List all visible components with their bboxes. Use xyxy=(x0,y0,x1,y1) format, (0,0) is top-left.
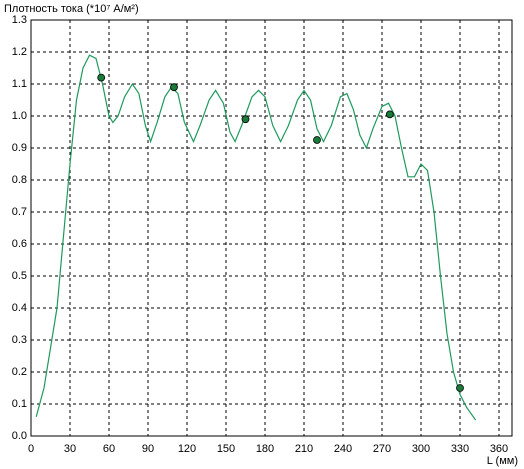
y-tick-label: 0.1 xyxy=(12,398,27,410)
point xyxy=(170,83,178,92)
point xyxy=(313,136,321,144)
y-tick-label: 1.1 xyxy=(12,78,27,90)
chart-title: Плотность тока (*10⁷ А/м²) xyxy=(4,3,139,15)
y-tick-label: 0.4 xyxy=(12,302,27,314)
x-tick-label: 330 xyxy=(451,443,469,455)
x-tick-label: 0 xyxy=(28,443,34,455)
x-tick-label: 60 xyxy=(103,443,115,455)
y-tick-label: 0.9 xyxy=(12,142,27,154)
plot-frame xyxy=(30,19,513,437)
y-tick-label: 1.2 xyxy=(12,46,27,58)
x-tick-label: 210 xyxy=(295,443,313,455)
x-tick-label: 300 xyxy=(412,443,430,455)
x-tick-label: 360 xyxy=(490,443,508,455)
y-tick-label: 0.2 xyxy=(12,366,27,378)
y-tick-label: 0.7 xyxy=(12,206,27,218)
point xyxy=(385,110,394,119)
y-tick-label: 1.0 xyxy=(12,110,27,122)
point xyxy=(97,73,106,82)
x-tick-label: 150 xyxy=(217,443,235,455)
x-tick-label: 240 xyxy=(334,443,352,455)
y-tick-label: 0.0 xyxy=(12,430,27,442)
x-axis-label: L (мм) xyxy=(487,455,518,467)
x-tick-label: 30 xyxy=(64,443,76,455)
y-tick-label: 0.5 xyxy=(12,270,27,282)
point xyxy=(456,384,464,392)
y-tick-label: 0.8 xyxy=(12,174,27,186)
line xyxy=(35,54,477,421)
x-tick-label: 270 xyxy=(373,443,391,455)
x-tick-label: 90 xyxy=(142,443,154,455)
point xyxy=(241,115,250,124)
y-tick-label: 1.3 xyxy=(12,14,27,26)
y-tick-label: 0.6 xyxy=(12,238,27,250)
x-tick-label: 180 xyxy=(256,443,274,455)
x-tick-label: 120 xyxy=(178,443,196,455)
y-tick-label: 0.3 xyxy=(12,334,27,346)
